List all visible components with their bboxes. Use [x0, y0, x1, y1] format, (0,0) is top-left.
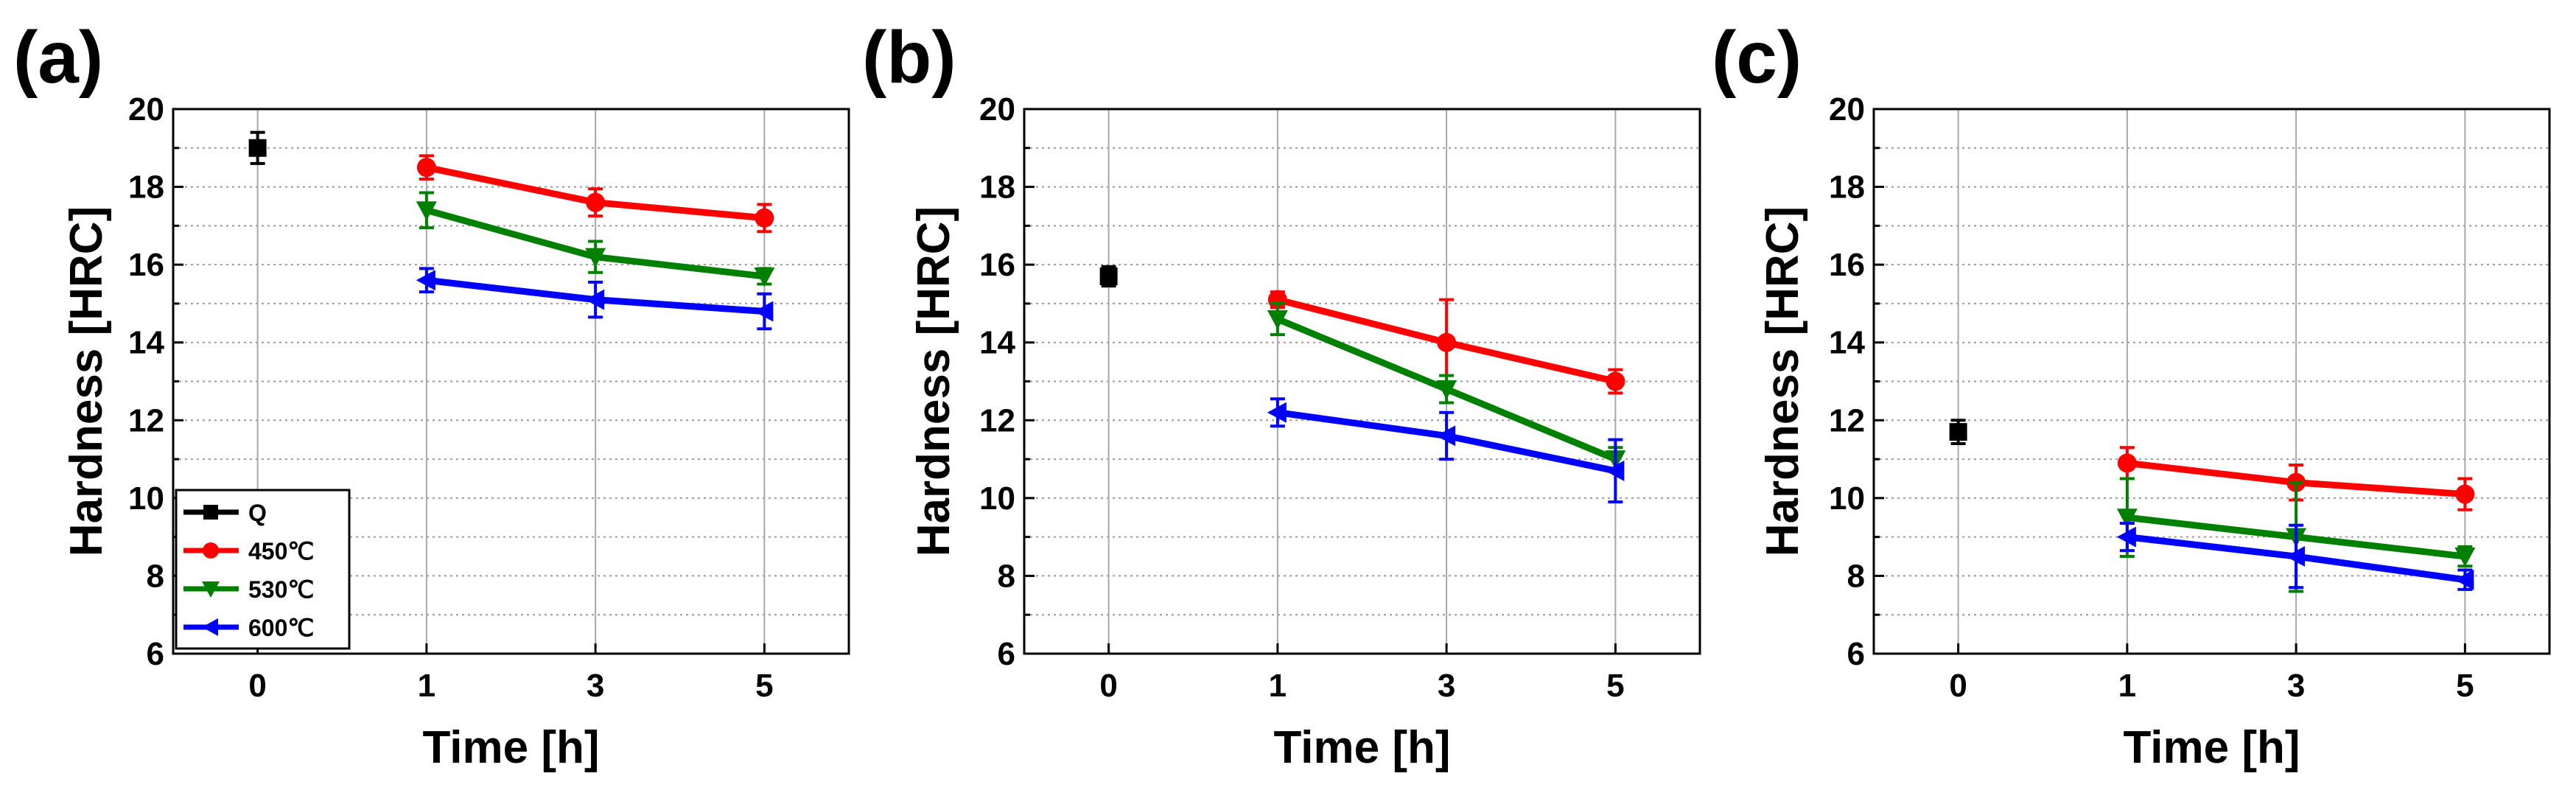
data-point	[2116, 526, 2136, 548]
y-tick-label: 20	[128, 91, 164, 127]
data-point	[416, 158, 436, 178]
data-point	[754, 301, 774, 322]
panel-letter: (c)	[1712, 16, 1802, 99]
x-tick-label: 0	[248, 668, 266, 704]
data-point	[1436, 425, 1456, 447]
y-tick-label: 20	[1829, 91, 1865, 127]
y-tick-label: 16	[128, 247, 164, 283]
chart-panel-2: (b) 6 8 10 12 14 16 18 20 0 1 3 5 Time [h] Hardness [H…	[862, 16, 1701, 773]
data-point	[755, 208, 774, 228]
y-tick-label: 20	[979, 91, 1015, 127]
x-tick-label: 5	[1606, 668, 1624, 704]
data-point	[1267, 310, 1288, 330]
series-600	[416, 267, 774, 331]
legend-marker	[203, 542, 219, 559]
x-tick-label: 1	[418, 668, 435, 704]
data-point	[1437, 332, 1457, 352]
y-tick-label: 8	[147, 558, 164, 594]
y-axis-title: Hardness [HRC]	[1757, 206, 1808, 556]
y-tick-label: 6	[998, 636, 1015, 672]
x-axis-title: Time [h]	[423, 722, 600, 773]
series-530	[416, 191, 775, 287]
series-q	[248, 130, 267, 165]
data-point	[1605, 460, 1625, 481]
legend-marker	[203, 505, 218, 520]
data-point	[2454, 548, 2476, 567]
data-point	[416, 201, 437, 221]
data-point	[248, 139, 267, 157]
data-point	[754, 267, 775, 287]
series-q	[1949, 419, 1967, 445]
legend-label: Q	[248, 500, 267, 526]
data-point	[1099, 267, 1118, 285]
y-axis-title: Hardness [HRC]	[61, 206, 112, 556]
series-q	[1099, 265, 1118, 288]
legend-marker	[202, 581, 220, 598]
legend: Q 450℃ 530℃ 600℃	[175, 489, 351, 650]
y-tick-label: 14	[979, 325, 1015, 361]
y-tick-label: 6	[1847, 636, 1865, 672]
y-tick-label: 12	[979, 402, 1015, 438]
y-tick-label: 8	[1847, 558, 1865, 594]
chart-panel-1: (a) 6 8 10 12 14 16 18 20 0 1 3 5 Time [h] Hardness [H…	[13, 16, 850, 773]
y-tick-label: 16	[979, 247, 1015, 283]
y-tick-label: 10	[979, 480, 1015, 517]
chart-panel-3: (c) 6 8 10 12 14 16 18 20 0 1 3 5 Time [h] Hardness [H…	[1712, 16, 2551, 773]
data-point	[1267, 402, 1287, 423]
y-tick-label: 10	[128, 480, 164, 517]
legend-label: 600℃	[248, 615, 314, 641]
data-point	[416, 270, 435, 291]
x-tick-label: 5	[755, 668, 773, 704]
data-point	[2454, 569, 2474, 590]
data-point	[2455, 484, 2475, 504]
x-axis-title: Time [h]	[1274, 722, 1451, 773]
y-tick-label: 16	[1829, 247, 1865, 283]
y-tick-label: 14	[128, 325, 164, 361]
x-axis-title: Time [h]	[2124, 722, 2300, 773]
legend-item: 450℃	[183, 538, 314, 564]
data-point	[1436, 380, 1457, 400]
y-tick-label: 12	[128, 402, 164, 438]
data-point	[2117, 453, 2137, 473]
data-point	[1949, 423, 1967, 441]
legend-marker	[202, 618, 218, 636]
y-tick-label: 10	[1829, 480, 1865, 517]
data-point	[585, 248, 606, 268]
x-tick-label: 0	[1099, 668, 1117, 704]
x-tick-label: 0	[1949, 668, 1967, 704]
y-tick-label: 18	[979, 169, 1015, 206]
y-tick-label: 12	[1829, 402, 1865, 438]
y-tick-label: 18	[128, 169, 164, 206]
y-tick-label: 8	[998, 558, 1015, 594]
legend-label: 450℃	[248, 538, 314, 564]
x-tick-label: 3	[587, 668, 604, 704]
series-600	[1267, 397, 1625, 504]
panel-letter: (a)	[13, 16, 103, 99]
series-450	[416, 154, 774, 234]
x-tick-label: 3	[1438, 668, 1455, 704]
y-tick-label: 14	[1829, 325, 1865, 361]
data-point	[585, 289, 605, 310]
data-point	[586, 192, 606, 212]
data-point	[1606, 371, 1625, 391]
data-point	[2116, 508, 2138, 528]
x-tick-label: 3	[2287, 668, 2305, 704]
legend-item: 530℃	[183, 576, 314, 603]
data-point	[2286, 546, 2306, 567]
x-tick-label: 1	[1269, 668, 1287, 704]
x-tick-label: 1	[2118, 668, 2136, 704]
legend-label: 530℃	[248, 576, 314, 603]
y-tick-label: 6	[147, 636, 164, 672]
y-tick-label: 18	[1829, 169, 1865, 206]
series-600	[2116, 522, 2474, 591]
y-axis-title: Hardness [HRC]	[909, 206, 959, 556]
legend-item: 600℃	[183, 615, 314, 641]
x-tick-label: 5	[2456, 668, 2474, 704]
legend-item: Q	[183, 500, 267, 526]
panel-letter: (b)	[862, 16, 956, 99]
